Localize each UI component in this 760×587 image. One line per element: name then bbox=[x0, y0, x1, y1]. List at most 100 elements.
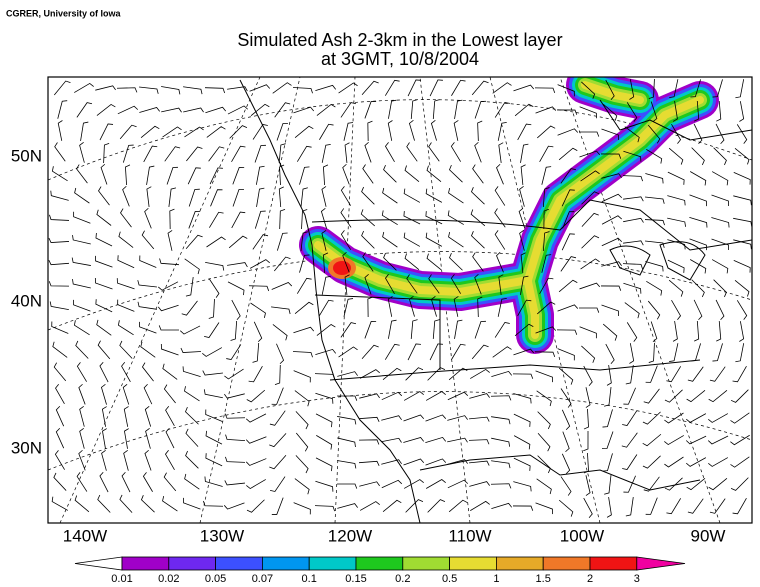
wind-barb bbox=[140, 125, 160, 139]
wind-barb bbox=[606, 497, 612, 518]
wind-barb bbox=[646, 149, 663, 164]
wind-barb bbox=[185, 450, 199, 469]
wind-barb bbox=[103, 143, 110, 164]
wind-barb bbox=[121, 362, 131, 383]
wind-barb bbox=[712, 79, 723, 98]
wind-barb bbox=[448, 367, 468, 381]
wind-barb bbox=[255, 165, 265, 185]
wind-barb bbox=[430, 295, 437, 317]
wind-barb bbox=[556, 109, 578, 115]
wind-barb bbox=[204, 322, 220, 338]
wind-barb bbox=[601, 261, 622, 267]
wind-barb bbox=[139, 107, 161, 113]
wind-barb bbox=[227, 105, 249, 115]
wind-barb bbox=[227, 262, 248, 268]
wind-barb bbox=[425, 414, 447, 422]
wind-barb bbox=[647, 124, 661, 144]
wind-barb bbox=[519, 230, 525, 251]
wind-barb bbox=[474, 273, 482, 295]
wind-barb bbox=[560, 168, 577, 184]
wind-barb bbox=[686, 390, 706, 403]
wind-barb bbox=[739, 101, 745, 122]
wind-barb bbox=[693, 123, 703, 145]
wind-barb bbox=[294, 478, 310, 495]
wind-barb bbox=[448, 499, 468, 513]
wind-barb bbox=[623, 475, 636, 493]
wind-barb bbox=[583, 497, 593, 518]
wind-barb bbox=[447, 391, 469, 401]
wind-barb bbox=[498, 142, 504, 163]
wind-barb bbox=[53, 472, 67, 491]
wind-barb bbox=[95, 85, 116, 91]
wind-barb bbox=[202, 370, 223, 376]
wind-barb bbox=[449, 252, 463, 271]
wind-barb bbox=[359, 393, 380, 399]
wind-barb bbox=[99, 361, 109, 383]
wind-barb bbox=[337, 460, 357, 469]
wind-barb bbox=[337, 371, 358, 377]
wind-barb bbox=[123, 450, 129, 471]
wind-barb bbox=[580, 170, 600, 182]
wind-barb bbox=[626, 102, 638, 122]
wind-barb bbox=[55, 405, 65, 427]
wind-barb bbox=[384, 343, 400, 360]
wind-barb bbox=[686, 478, 706, 491]
wind-barb bbox=[581, 345, 596, 363]
wind-barb bbox=[51, 166, 68, 182]
wind-barb bbox=[338, 82, 358, 94]
wind-barb bbox=[188, 211, 201, 229]
wind-barb bbox=[344, 142, 350, 163]
wind-barb bbox=[256, 187, 265, 207]
wind-barb bbox=[730, 389, 749, 403]
wind-barb bbox=[209, 211, 224, 228]
wind-barb bbox=[382, 187, 398, 204]
wind-barb bbox=[557, 128, 579, 136]
wind-barb bbox=[144, 449, 152, 471]
colorbar-box bbox=[215, 556, 263, 571]
wind-barb bbox=[383, 164, 397, 183]
wind-barb bbox=[427, 499, 446, 513]
wind-barb bbox=[735, 79, 745, 99]
wind-barb bbox=[205, 261, 225, 271]
wind-barb bbox=[558, 147, 578, 161]
wind-barb bbox=[382, 231, 398, 248]
wind-barb bbox=[80, 121, 89, 141]
wind-barb bbox=[384, 79, 400, 96]
wind-barb bbox=[269, 476, 286, 492]
wind-barb bbox=[358, 460, 380, 466]
wind-barb bbox=[716, 320, 722, 342]
wind-barb bbox=[601, 304, 620, 317]
wind-barb bbox=[314, 373, 335, 380]
wind-barb bbox=[300, 231, 308, 251]
wind-barb bbox=[321, 186, 327, 207]
wind-barb bbox=[716, 100, 722, 122]
wind-barb bbox=[203, 389, 223, 399]
wind-barb bbox=[580, 258, 600, 270]
wind-barb bbox=[469, 416, 490, 422]
wind-barb bbox=[254, 210, 266, 229]
wind-barb bbox=[490, 395, 512, 401]
wind-barb bbox=[123, 406, 129, 427]
wind-barb bbox=[425, 391, 446, 401]
wind-barb bbox=[693, 320, 700, 342]
wind-barb bbox=[183, 86, 203, 95]
wind-barb bbox=[471, 344, 489, 360]
wind-barb bbox=[254, 144, 266, 163]
wind-barb bbox=[362, 252, 374, 272]
wind-barb bbox=[48, 259, 70, 266]
wind-barb bbox=[248, 365, 263, 383]
wind-barb bbox=[381, 391, 403, 401]
wind-barb bbox=[316, 435, 333, 450]
plume-core bbox=[333, 261, 351, 275]
wind-barb bbox=[730, 456, 750, 468]
wind-barb bbox=[623, 217, 644, 223]
wind-barb bbox=[410, 99, 418, 120]
wind-barb bbox=[163, 472, 177, 492]
wind-barb bbox=[271, 387, 284, 405]
wind-barb bbox=[161, 107, 182, 113]
wind-barb bbox=[163, 384, 176, 404]
wind-barb bbox=[645, 497, 658, 515]
wind-barb bbox=[512, 505, 534, 511]
wind-barb bbox=[229, 125, 248, 139]
wind-barb bbox=[336, 395, 358, 401]
